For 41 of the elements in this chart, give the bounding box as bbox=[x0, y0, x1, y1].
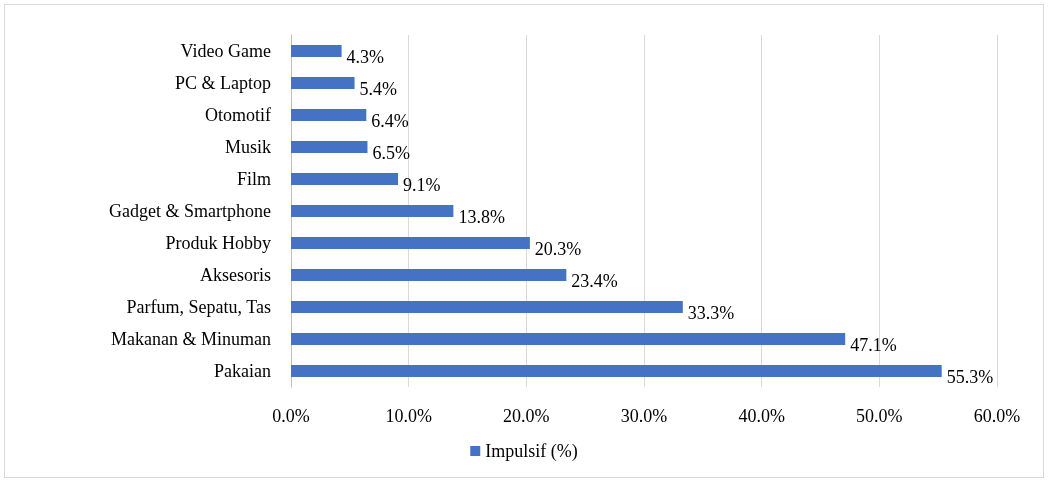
bar bbox=[291, 333, 846, 345]
data-label: 20.3% bbox=[534, 239, 582, 259]
x-tick-label: 0.0% bbox=[272, 406, 310, 426]
bar bbox=[291, 269, 567, 281]
bar bbox=[291, 301, 683, 313]
x-tick-label: 30.0% bbox=[620, 406, 668, 426]
y-tick-label: Aksesoris bbox=[200, 265, 271, 285]
y-tick-label: Makanan & Minuman bbox=[111, 329, 271, 349]
x-tick-label: 20.0% bbox=[503, 406, 550, 426]
x-tick-label: 10.0% bbox=[385, 406, 432, 426]
y-tick-label: Otomotif bbox=[205, 105, 271, 125]
data-label: 47.1% bbox=[850, 335, 897, 355]
y-tick-label: Video Game bbox=[180, 41, 272, 61]
data-label: 4.3% bbox=[346, 47, 385, 67]
data-label: 6.4% bbox=[371, 111, 409, 131]
y-tick-label: Pakaian bbox=[214, 361, 271, 381]
bar bbox=[291, 141, 368, 153]
data-label: 13.8% bbox=[458, 207, 505, 227]
y-tick-label: Produk Hobby bbox=[165, 233, 271, 253]
bar bbox=[291, 109, 367, 121]
bar bbox=[291, 77, 355, 89]
bar bbox=[291, 173, 399, 185]
y-tick-label: Film bbox=[236, 169, 271, 189]
bar bbox=[291, 45, 342, 57]
y-tick-label: PC & Laptop bbox=[174, 73, 271, 93]
data-label: 6.5% bbox=[372, 143, 410, 163]
data-label: 9.1% bbox=[403, 175, 441, 195]
legend-label: Impulsif (%) bbox=[485, 441, 578, 462]
y-tick-label: Parfum, Sepatu, Tas bbox=[126, 297, 271, 317]
data-label: 55.3% bbox=[946, 367, 994, 387]
data-label: 5.4% bbox=[359, 79, 398, 99]
x-tick-label: 60.0% bbox=[973, 406, 1021, 426]
y-tick-label: Gadget & Smartphone bbox=[109, 201, 272, 221]
x-tick-label: 50.0% bbox=[856, 406, 903, 426]
y-tick-label: Musik bbox=[224, 137, 271, 157]
bar bbox=[291, 237, 530, 249]
data-label: 33.3% bbox=[687, 303, 735, 323]
bar bbox=[291, 205, 454, 217]
x-tick-label: 40.0% bbox=[738, 406, 785, 426]
data-label: 23.4% bbox=[571, 271, 618, 291]
bar bbox=[291, 365, 942, 377]
